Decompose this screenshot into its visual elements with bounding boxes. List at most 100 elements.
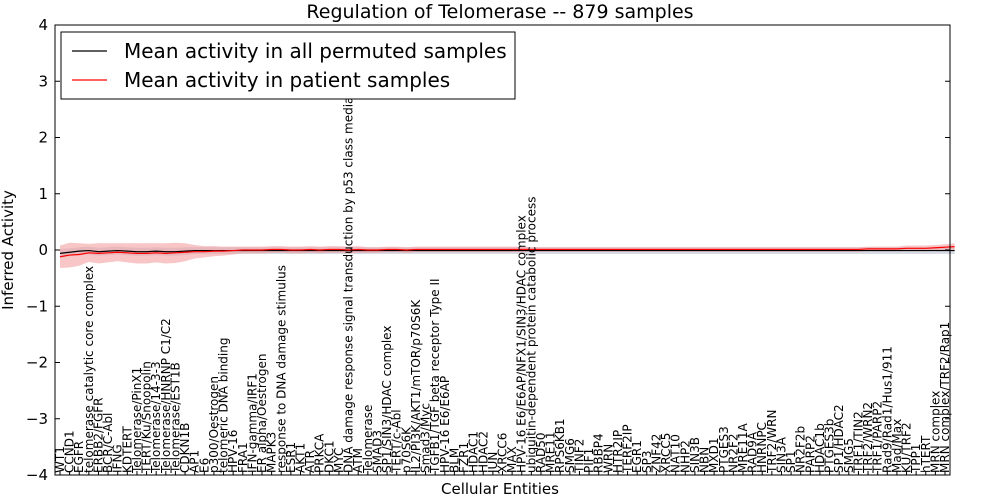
category-label: MAPK3 <box>265 432 279 473</box>
category-label: PRKCA <box>313 433 327 473</box>
category-label: TRF1/TIN2 <box>851 411 865 474</box>
category-label: Mad/Max <box>890 419 904 473</box>
category-label: Smad3/Myc <box>419 403 433 473</box>
category-label: PTGES3 <box>717 426 731 473</box>
category-label: TGFB1/TGF beta receptor Type II <box>428 278 442 474</box>
category-label: telomeric DNA binding <box>217 338 231 474</box>
category-label: MRN complex <box>928 391 942 473</box>
category-label: NR2F2b <box>794 426 808 473</box>
category-label: Telomerase/EST1B <box>168 362 182 474</box>
category-label: MXD1 <box>707 438 721 473</box>
category-label: TINF2 <box>572 439 586 474</box>
category-label: ATR <box>303 450 317 473</box>
category-label: Telomerase <box>361 405 375 474</box>
category-label: SMAD3 <box>370 430 384 473</box>
category-label: WT1 <box>53 446 67 473</box>
category-label: HDAC2 <box>476 431 490 473</box>
category-label: HTR2IP <box>611 430 625 473</box>
y-axis: −4 −3 −2 −1 0 1 2 3 4 <box>26 16 950 484</box>
category-label: HPV-16 <box>226 430 240 473</box>
legend: Mean activity in all permuted samples Me… <box>60 31 516 100</box>
category-label: MRN complex/TRF2/Rap1 <box>938 322 952 473</box>
category-label: E6 <box>197 458 211 473</box>
legend-box <box>60 31 516 100</box>
category-label: DKC1 <box>322 441 336 473</box>
category-label: TERT/Ku/Snoopolin <box>140 361 154 474</box>
category-label: Telomerase/PinX1 <box>130 367 144 474</box>
category-label: KU/TRF2 <box>900 422 914 473</box>
category-label: TERF2IP <box>621 424 635 474</box>
category-label: PTGES3b <box>823 419 837 473</box>
category-label: NR2F2 <box>726 434 740 474</box>
legend-label-patient: Mean activity in patient samples <box>124 68 450 92</box>
category-label: MRE11 <box>544 431 558 473</box>
category-label: TERT/c-Abl <box>390 409 404 474</box>
category-label: Rad9/Rad1/Hus1/911 <box>880 346 894 473</box>
category-label: response to DNA damage stimulus <box>274 265 288 473</box>
y-tick-label: 3 <box>38 72 48 90</box>
category-label: AP1 <box>188 450 202 473</box>
category-label: TPP1 <box>909 444 923 474</box>
category-label: TRF2/WRN2 <box>861 402 875 474</box>
line-series-0 <box>59 249 955 254</box>
category-label: Telomerase/HNRNP C1/C2 <box>159 318 173 474</box>
category-label: hTERT <box>919 435 933 473</box>
category-label: telomerase catalytic core complex <box>82 266 96 473</box>
category-label: MAX <box>505 446 519 473</box>
category-label: FRA1 <box>236 442 250 473</box>
category-label: p300/Oestrogen <box>207 376 221 473</box>
category-label: JUN <box>486 452 500 474</box>
category-label: FZR1 <box>457 442 471 473</box>
category-label: PARP2 <box>803 435 817 473</box>
category-label: NBN <box>698 447 712 473</box>
series-lines <box>59 246 955 258</box>
category-label: HNRNPC <box>755 422 769 473</box>
category-label: AKT1 <box>293 443 307 473</box>
category-label: BLM <box>447 448 461 473</box>
category-label: PIF1 <box>582 448 596 473</box>
category-label: NAT10 <box>669 434 683 473</box>
category-label: SP1 <box>784 451 798 474</box>
category-label: BCR/C-Abl <box>101 413 115 473</box>
category-label: Telomerase/14-3-3 <box>149 361 163 474</box>
category-label: HDAC1b <box>813 423 827 473</box>
y-tick-label: −2 <box>26 354 48 372</box>
category-label: TRF2/WRN <box>765 410 779 474</box>
category-label: TRF1/PARP2 <box>871 401 885 474</box>
category-label: ubiquitin-dependent protein catabolic pr… <box>524 197 538 473</box>
category-label: ERBB2/FGFR <box>91 397 105 473</box>
category-label: RBBP4 <box>592 433 606 473</box>
category-label: KDTERT <box>120 426 134 473</box>
category-label: WRN <box>601 444 615 473</box>
category-label: HDAC1 <box>467 431 481 473</box>
x-axis-label: Cellular Entities <box>441 480 559 498</box>
y-tick-label: −4 <box>26 466 48 484</box>
category-label: p70S6K <box>399 426 413 473</box>
category-label: CDKN1B <box>178 423 192 473</box>
legend-label-permuted: Mean activity in all permuted samples <box>124 39 507 63</box>
category-label: SIN3A <box>774 436 788 473</box>
y-axis-label: Inferred Activity <box>0 190 17 310</box>
chart-title: Regulation of Telomerase -- 879 samples <box>306 1 693 23</box>
category-label: SMG6 <box>563 438 577 473</box>
category-label: HPV-16 E6/E6AP <box>438 376 452 473</box>
category-label: SP3 <box>640 451 654 474</box>
category-label: EGR1 <box>630 440 644 473</box>
category-label: ER alpha/Oestrogen <box>255 354 269 473</box>
category-label: SP1/SIN3/HDAC complex <box>380 326 394 473</box>
y-tick-label: −3 <box>26 410 48 428</box>
category-label: IL2/PI3K/AKT1/mTOR/p70S6K <box>409 299 423 473</box>
category-label: SP1/HDAC2 <box>832 404 846 473</box>
y-tick-label: 1 <box>38 185 48 203</box>
category-label: EGFR <box>72 441 86 473</box>
category-label: XRCC5 <box>659 433 673 473</box>
y-tick-label: −1 <box>26 297 48 315</box>
category-label: IFN-gamma/IRF1 <box>245 373 259 473</box>
y-tick-label: 2 <box>38 129 48 147</box>
category-label: NHP2 <box>678 440 692 473</box>
category-label: IFNG <box>111 444 125 473</box>
category-label: SMG5 <box>842 438 856 473</box>
category-label: HPV-16 E6/E6AP/NFX1/SIN3/HDAC complex <box>515 215 529 473</box>
category-label: RAD50 <box>534 432 548 473</box>
